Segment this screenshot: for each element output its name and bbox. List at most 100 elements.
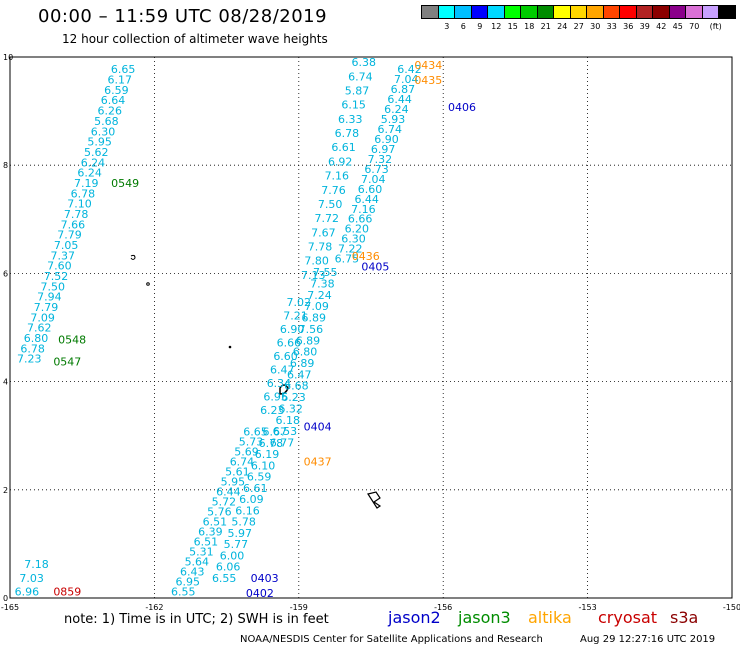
swh-value-label: 6.24: [384, 103, 409, 116]
satellite-jason2: jason2: [388, 608, 441, 627]
swh-value-label: 6.97: [371, 143, 396, 156]
pass-time-label: 0548: [58, 334, 86, 347]
satellite-altika: altika: [528, 608, 572, 627]
swh-value-label: 7.04: [361, 173, 386, 186]
swh-value-label: 6.55: [212, 572, 237, 585]
island-shape: [228, 345, 232, 349]
swh-value-label: 6.90: [280, 323, 305, 336]
swh-value-label: 6.95: [263, 391, 288, 404]
swh-value-label: 6.39: [198, 525, 223, 538]
swh-value-label: 6.61: [331, 141, 356, 154]
swh-value-label: 6.53: [273, 425, 298, 438]
swh-value-label: 6.67: [262, 426, 287, 439]
pass-time-label: 0436: [352, 250, 380, 263]
swh-value-label: 6.95: [176, 575, 201, 588]
swh-value-label: 7.66: [61, 218, 86, 231]
swh-value-label: 6.60: [358, 183, 383, 196]
x-tick-label: -150: [723, 603, 740, 612]
swh-value-label: 6.77: [270, 437, 295, 450]
swh-value-label: 7.23: [17, 353, 42, 366]
swh-value-label: 7.09: [30, 311, 55, 324]
swh-value-label: 7.22: [338, 243, 363, 256]
swh-value-label: 7.76: [321, 184, 346, 197]
swh-value-label: 6.17: [108, 74, 133, 87]
swh-value-label: 7.56: [299, 323, 324, 336]
swh-value-label: 6.00: [220, 549, 245, 562]
legend-label: 39: [639, 22, 650, 31]
swh-value-label: 6.30: [341, 233, 366, 246]
swh-value-label: 6.90: [374, 133, 399, 146]
swh-value-label: 7.03: [19, 572, 44, 585]
swh-value-label: 7.18: [24, 558, 49, 571]
swh-value-label: 7.79: [34, 301, 59, 314]
y-tick-label: 0: [3, 594, 8, 603]
swh-value-label: 5.95: [87, 136, 112, 149]
swh-value-label: 6.44: [216, 486, 241, 499]
legend-label: 70: [689, 22, 700, 31]
swh-value-label: 7.24: [307, 289, 332, 302]
swh-value-label: 6.89: [290, 357, 315, 370]
legend-label: 27: [573, 22, 584, 31]
swh-value-label: 6.16: [235, 504, 260, 517]
swh-value-label: 5.78: [231, 516, 256, 529]
pass-time-label: 0434: [414, 59, 442, 72]
swh-value-label: 7.78: [64, 208, 89, 221]
swh-value-label: 6.89: [296, 334, 321, 347]
swh-value-label: 7.09: [304, 300, 329, 313]
island-shape: [130, 254, 136, 260]
swh-value-label: 5.77: [224, 538, 249, 551]
swh-value-label: 6.78: [71, 187, 96, 200]
swh-value-label: 7.62: [27, 322, 52, 335]
swh-value-label: 6.33: [338, 113, 363, 126]
y-tick-label: 6: [3, 269, 8, 278]
swh-value-label: 7.16: [325, 170, 350, 183]
pass-time-label: 0435: [414, 74, 442, 87]
island-shape: [367, 491, 382, 509]
x-tick-label: -165: [1, 603, 19, 612]
swh-value-label: 6.23: [260, 404, 285, 417]
swh-value-label: 6.19: [255, 448, 280, 461]
swh-value-label: 6.32: [278, 402, 303, 415]
y-tick-label: 2: [3, 486, 8, 495]
swh-value-label: 6.78: [20, 342, 45, 355]
x-tick-label: -159: [290, 603, 308, 612]
swh-value-label: 7.79: [57, 229, 82, 242]
swh-value-label: 7.05: [54, 239, 79, 252]
x-tick-label: -153: [579, 603, 597, 612]
swh-value-label: 6.47: [270, 363, 295, 376]
swh-value-label: 6.74: [348, 70, 373, 83]
legend-label: 45: [672, 22, 683, 31]
credit-text: NOAA/NESDIS Center for Satellite Applica…: [240, 634, 543, 645]
color-scale-labels: 3 6 9 12 15 18 21 24 27 30 33 36 39 42 45 70 (ft): [422, 22, 740, 34]
legend-label: 36: [623, 22, 634, 31]
legend-label: 18: [524, 22, 535, 31]
swh-value-label: 6.78: [259, 437, 284, 450]
timestamp-text: Aug 29 12:27:16 UTC 2019: [580, 634, 716, 645]
island-shape: [279, 384, 289, 395]
pass-time-label: 0405: [361, 261, 389, 274]
legend-label: 3: [444, 22, 450, 31]
swh-value-label: 7.21: [283, 309, 308, 322]
map-subtitle: 12 hour collection of altimeter wave hei…: [62, 32, 328, 46]
legend-label: 21: [540, 22, 551, 31]
pass-time-label: 0547: [53, 355, 81, 368]
satellite-s3a: s3a: [670, 608, 699, 627]
legend-label: 12: [491, 22, 502, 31]
y-tick-label: 8: [3, 161, 8, 170]
swh-value-label: 6.80: [24, 332, 49, 345]
swh-value-label: 6.60: [273, 350, 298, 363]
swh-value-label: 6.89: [301, 312, 326, 325]
swh-value-label: 5.31: [189, 545, 214, 558]
swh-value-label: 7.52: [44, 270, 69, 283]
swh-value-label: 7.50: [40, 280, 65, 293]
swh-value-label: 5.72: [212, 496, 237, 509]
swh-value-label: 6.24: [77, 167, 102, 180]
swh-value-label: 6.92: [328, 155, 353, 168]
map-frame: [9, 56, 733, 599]
satellite-cryosat: cryosat: [598, 608, 658, 627]
swh-value-label: 6.73: [364, 163, 389, 176]
x-tick-label: -162: [145, 603, 163, 612]
swh-value-label: 7.32: [368, 153, 393, 166]
swh-value-label: 7.02: [287, 296, 312, 309]
